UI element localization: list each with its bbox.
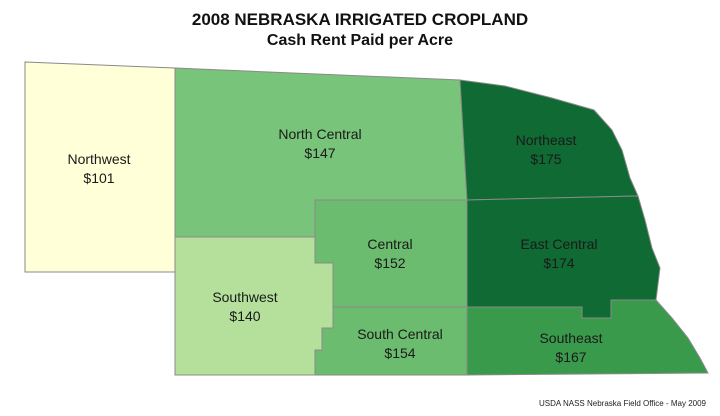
region-southwest [174,236,334,376]
label-northeast-value: $175 [530,151,561,167]
label-east-central-name: East Central [520,236,597,252]
label-southeast-value: $167 [555,349,586,365]
region-central [314,199,468,308]
label-southwest-value: $140 [229,308,260,324]
map-subtitle: Cash Rent Paid per Acre [266,32,454,49]
map-title: 2008 NEBRASKA IRRIGATED CROPLAND [191,10,529,29]
region-southeast [466,299,709,376]
region-northwest [24,61,176,273]
label-southeast-name: Southeast [539,330,602,346]
label-southwest-name: Southwest [212,289,277,305]
label-south-central-value: $154 [384,345,415,361]
label-northeast-name: Northeast [516,132,577,148]
label-central-value: $152 [374,255,405,271]
label-north-central-value: $147 [304,145,335,161]
source-credit: USDA NASS Nebraska Field Office - May 20… [538,399,706,408]
label-northwest-name: Northwest [67,151,130,167]
label-northwest-value: $101 [83,170,114,186]
label-east-central-value: $174 [543,255,574,271]
label-north-central-name: North Central [278,126,361,142]
label-central-name: Central [367,236,412,252]
label-south-central-name: South Central [357,326,443,342]
